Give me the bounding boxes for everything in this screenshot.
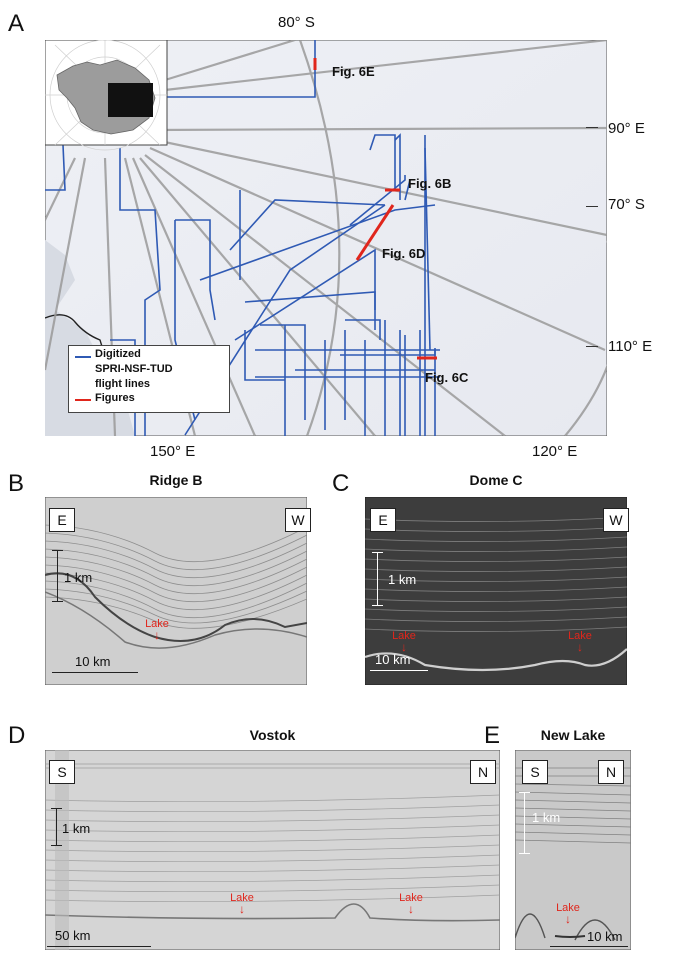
panel-c-hscale-bar [370, 670, 428, 671]
panel-b-dir-right: W [285, 508, 311, 532]
fig-6e-label: Fig. 6E [332, 64, 375, 79]
panel-b-lake-label: Lake ↓ [137, 618, 177, 642]
fig-6c-label: Fig. 6C [425, 370, 469, 385]
panel-c-lake2-label: Lake ↓ [560, 630, 600, 654]
panel-c-lake1-label: Lake ↓ [384, 630, 424, 654]
fig-6b-label: Fig. 6B [408, 176, 452, 191]
lake-text: Lake [392, 630, 416, 642]
lon-label-90e: 90° E [608, 120, 645, 137]
lon-label-110e: 110° E [608, 338, 653, 355]
panel-b-vscale-label: 1 km [64, 570, 93, 585]
lake-arrow-icon: ↓ [408, 902, 414, 916]
panel-d-dir-right: N [470, 760, 496, 784]
panel-e-vscale-label: 1 km [532, 810, 561, 825]
panel-c-dir-right: W [603, 508, 629, 532]
panel-e-vscale-cap-top [519, 792, 530, 793]
panel-d-vscale-cap-bottom [51, 845, 62, 846]
panel-e-dir-right: N [598, 760, 624, 784]
lake-arrow-icon: ↓ [401, 640, 407, 654]
panel-d-dir-left: S [49, 760, 75, 784]
panel-e-lake-label: Lake ↓ [548, 902, 588, 926]
panel-b-hscale-label: 10 km [75, 654, 111, 669]
panel-d-letter: D [8, 722, 26, 749]
panel-d-vscale-bar [56, 808, 57, 846]
lon-label-150e: 150° E [150, 443, 196, 460]
panel-b-vscale-bar [57, 550, 58, 602]
panel-c-vscale-cap-bottom [372, 605, 383, 606]
legend-swatch-figures [75, 399, 91, 401]
lat-label-70s: 70° S [608, 196, 645, 213]
panel-e-vscale-cap-bottom [519, 853, 530, 854]
map-legend: Digitized SPRI-NSF-TUD flight lines Figu… [68, 345, 230, 413]
panel-c-vscale-label: 1 km [388, 572, 417, 587]
panel-e-title: New Lake [540, 727, 606, 743]
lake-text: Lake [556, 902, 580, 914]
panel-b-vscale-cap-top [52, 550, 63, 551]
panel-d-title: Vostok [249, 727, 296, 743]
panel-d-vscale-label: 1 km [62, 821, 91, 836]
radargram-vostok [45, 750, 500, 950]
panel-b-title: Ridge B [149, 472, 203, 488]
panel-d-hscale-label: 50 km [55, 928, 91, 943]
radargram-ridge-b [45, 497, 307, 685]
panel-c-letter: C [332, 470, 350, 497]
panel-c-vscale-cap-top [372, 552, 383, 553]
panel-b-vscale-cap-bottom [52, 601, 63, 602]
lake-arrow-icon: ↓ [239, 902, 245, 916]
legend-line4: Figures [95, 392, 135, 404]
panel-c-hscale-label: 10 km [375, 652, 411, 667]
panel-e-letter: E [484, 722, 501, 749]
lake-text: Lake [145, 618, 169, 630]
panel-c-dir-left: E [370, 508, 396, 532]
panel-e-hscale-bar [550, 946, 628, 947]
legend-line2: SPRI-NSF-TUD [95, 363, 173, 375]
panel-b-dir-left: E [49, 508, 75, 532]
tick-90e [586, 127, 598, 128]
lake-arrow-icon: ↓ [577, 640, 583, 654]
panel-a-letter: A [8, 10, 25, 37]
panel-e-hscale-label: 10 km [587, 929, 623, 944]
panel-d-hscale-bar [47, 946, 151, 947]
panel-d-lake1-label: Lake ↓ [222, 892, 262, 916]
legend-line1: Digitized [95, 348, 141, 360]
legend-line3: flight lines [95, 378, 150, 390]
panel-d-vscale-cap-top [51, 808, 62, 809]
panel-b-letter: B [8, 470, 25, 497]
lake-arrow-icon: ↓ [565, 912, 571, 926]
panel-c-vscale-bar [377, 552, 378, 606]
lake-text: Lake [230, 892, 254, 904]
panel-e-vscale-bar [524, 792, 525, 854]
tick-110e [586, 346, 598, 347]
lake-text: Lake [568, 630, 592, 642]
inset-study-area [108, 83, 153, 117]
lat-label-80s: 80° S [278, 14, 315, 31]
panel-c-title: Dome C [469, 472, 523, 488]
panel-d-lake2-label: Lake ↓ [391, 892, 431, 916]
tick-70s [586, 206, 598, 207]
legend-swatch-flight-lines [75, 356, 91, 358]
radargram-dome-c [365, 497, 627, 685]
lake-arrow-icon: ↓ [154, 628, 160, 642]
lon-label-120e: 120° E [532, 443, 578, 460]
panel-e-dir-left: S [522, 760, 548, 784]
fig-6d-label: Fig. 6D [382, 246, 426, 261]
lake-text: Lake [399, 892, 423, 904]
panel-b-hscale-bar [52, 672, 138, 673]
